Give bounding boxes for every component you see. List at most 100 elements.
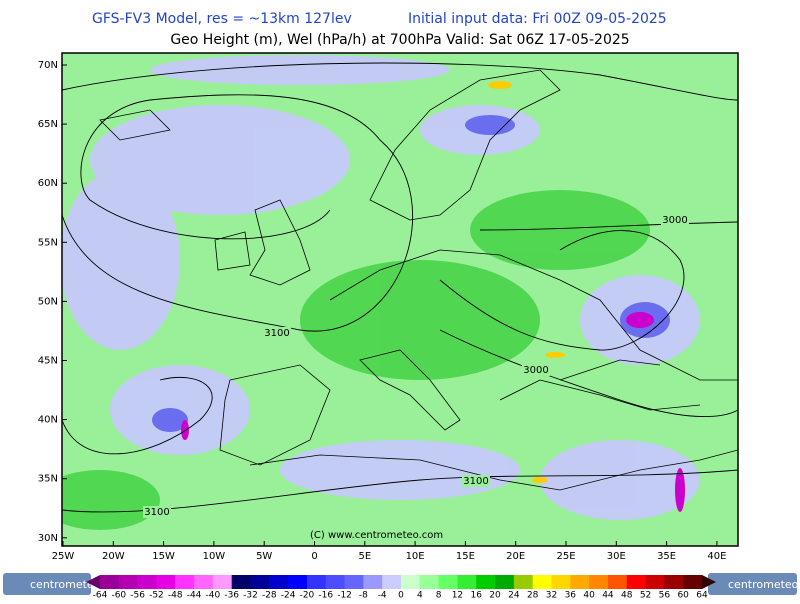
colorbar-label: -44 (187, 591, 202, 601)
colorbar-label: 52 (640, 591, 651, 601)
colorbar-label: -60 (111, 591, 126, 601)
contour-label: 3000 (523, 365, 548, 376)
colorbar-end-right (702, 575, 716, 589)
colorbar-swatch (513, 575, 534, 589)
lat-label: 60N (38, 178, 58, 189)
lat-label: 40N (38, 415, 58, 426)
colorbar-label: 28 (527, 591, 539, 601)
lon-label: 10W (203, 551, 226, 562)
colorbar-label: -36 (224, 591, 239, 601)
colorbar-swatch (194, 575, 214, 589)
contour-label-bg (462, 475, 490, 487)
contour-label-bg (143, 506, 171, 518)
contour-label: 3100 (264, 328, 289, 339)
colorbar-label: -16 (318, 591, 333, 601)
colorbar-swatch (457, 575, 477, 589)
lon-label: 15E (456, 551, 475, 562)
colorbar-swatch (382, 575, 402, 589)
colorbar-swatch (419, 575, 440, 589)
lon-label: 0 (311, 551, 317, 562)
colorbar-swatch (683, 575, 703, 589)
colorbar-swatch (551, 575, 571, 589)
colorbar-label: 16 (471, 591, 483, 601)
lon-label: 5W (256, 551, 272, 562)
lon-label: 20E (506, 551, 525, 562)
colorbar-swatch (137, 575, 157, 589)
colorbar-label: -8 (359, 591, 368, 601)
colorbar-swatch (325, 575, 346, 589)
colorbar-label: -40 (206, 591, 221, 601)
colorbar-swatch (626, 575, 647, 589)
model-title: GFS-FV3 Model, res = ~13km 127lev (92, 11, 352, 27)
colorbar-swatch (175, 575, 195, 589)
lat-label: 65N (38, 119, 58, 130)
colorbar-swatch (495, 575, 515, 589)
copyright: (C) www.centrometeo.com (310, 530, 443, 541)
colorbar-swatch (570, 575, 590, 589)
colorbar-label: 40 (583, 591, 595, 601)
logo-left (3, 573, 91, 595)
logo-right-text: centrometeo (728, 578, 799, 591)
colorbar-swatch (118, 575, 139, 589)
colorbar-swatch (664, 575, 684, 589)
colorbar-label: 32 (546, 591, 557, 601)
init-time: Initial input data: Fri 00Z 09-05-2025 (408, 11, 667, 27)
contour-label-bg (522, 364, 550, 376)
colorbar-swatch (269, 575, 289, 589)
colorbar-swatch (532, 575, 552, 589)
colorbar-label: -28 (262, 591, 277, 601)
lon-label: 5E (358, 551, 371, 562)
lon-label: 20W (102, 551, 125, 562)
colorbar-label: 4 (417, 591, 423, 601)
colorbar-label: 48 (621, 591, 633, 601)
colorbar-swatch (363, 575, 383, 589)
lon-label: 15W (152, 551, 175, 562)
colorbar-swatch (589, 575, 609, 589)
colorbar-swatch (344, 575, 364, 589)
colorbar-swatch (476, 575, 496, 589)
colorbar-label: 20 (489, 591, 501, 601)
colorbar-swatch (231, 575, 251, 589)
colorbar-swatch (438, 575, 458, 589)
contour-label-bg (661, 214, 689, 226)
colorbar-swatch (212, 575, 233, 589)
colorbar-label: -48 (168, 591, 183, 601)
lat-label: 70N (38, 60, 58, 71)
colorbar-label: -52 (149, 591, 164, 601)
colorbar-label: 44 (602, 591, 614, 601)
lon-label: 25E (556, 551, 575, 562)
colorbar-swatch (645, 575, 665, 589)
colorbar-label: -12 (337, 591, 352, 601)
lon-label: 30E (607, 551, 626, 562)
lon-label: 35E (657, 551, 676, 562)
lat-label: 55N (38, 237, 58, 248)
logo-left-text: centrometeo (30, 578, 101, 591)
logo-right (708, 573, 797, 595)
colorbar-label: -56 (130, 591, 145, 601)
lat-label: 30N (38, 533, 58, 544)
lon-label: 10E (406, 551, 425, 562)
contour-label: 3000 (662, 215, 687, 226)
colorbar-label: -20 (300, 591, 315, 601)
colorbar-label: -4 (378, 591, 387, 601)
colorbar-end-left (86, 575, 100, 589)
map-field (62, 53, 738, 546)
lat-label: 50N (38, 296, 58, 307)
colorbar-label: 64 (696, 591, 708, 601)
lat-label: 45N (38, 356, 58, 367)
colorbar-swatch (607, 575, 628, 589)
lat-label: 35N (38, 474, 58, 485)
colorbar-label: -64 (93, 591, 108, 601)
lon-label: 40E (707, 551, 726, 562)
colorbar-label: -32 (243, 591, 258, 601)
colorbar-label: 24 (508, 591, 520, 601)
colorbar-label: 56 (659, 591, 671, 601)
colorbar-label: 8 (436, 591, 442, 601)
colorbar-swatch (100, 575, 120, 589)
colorbar-swatch (288, 575, 308, 589)
colorbar-label: 12 (452, 591, 463, 601)
field-title: Geo Height (m), Wel (hPa/h) at 700hPa Va… (170, 32, 629, 48)
colorbar-label: 36 (565, 591, 577, 601)
contour-label: 3100 (144, 507, 169, 518)
